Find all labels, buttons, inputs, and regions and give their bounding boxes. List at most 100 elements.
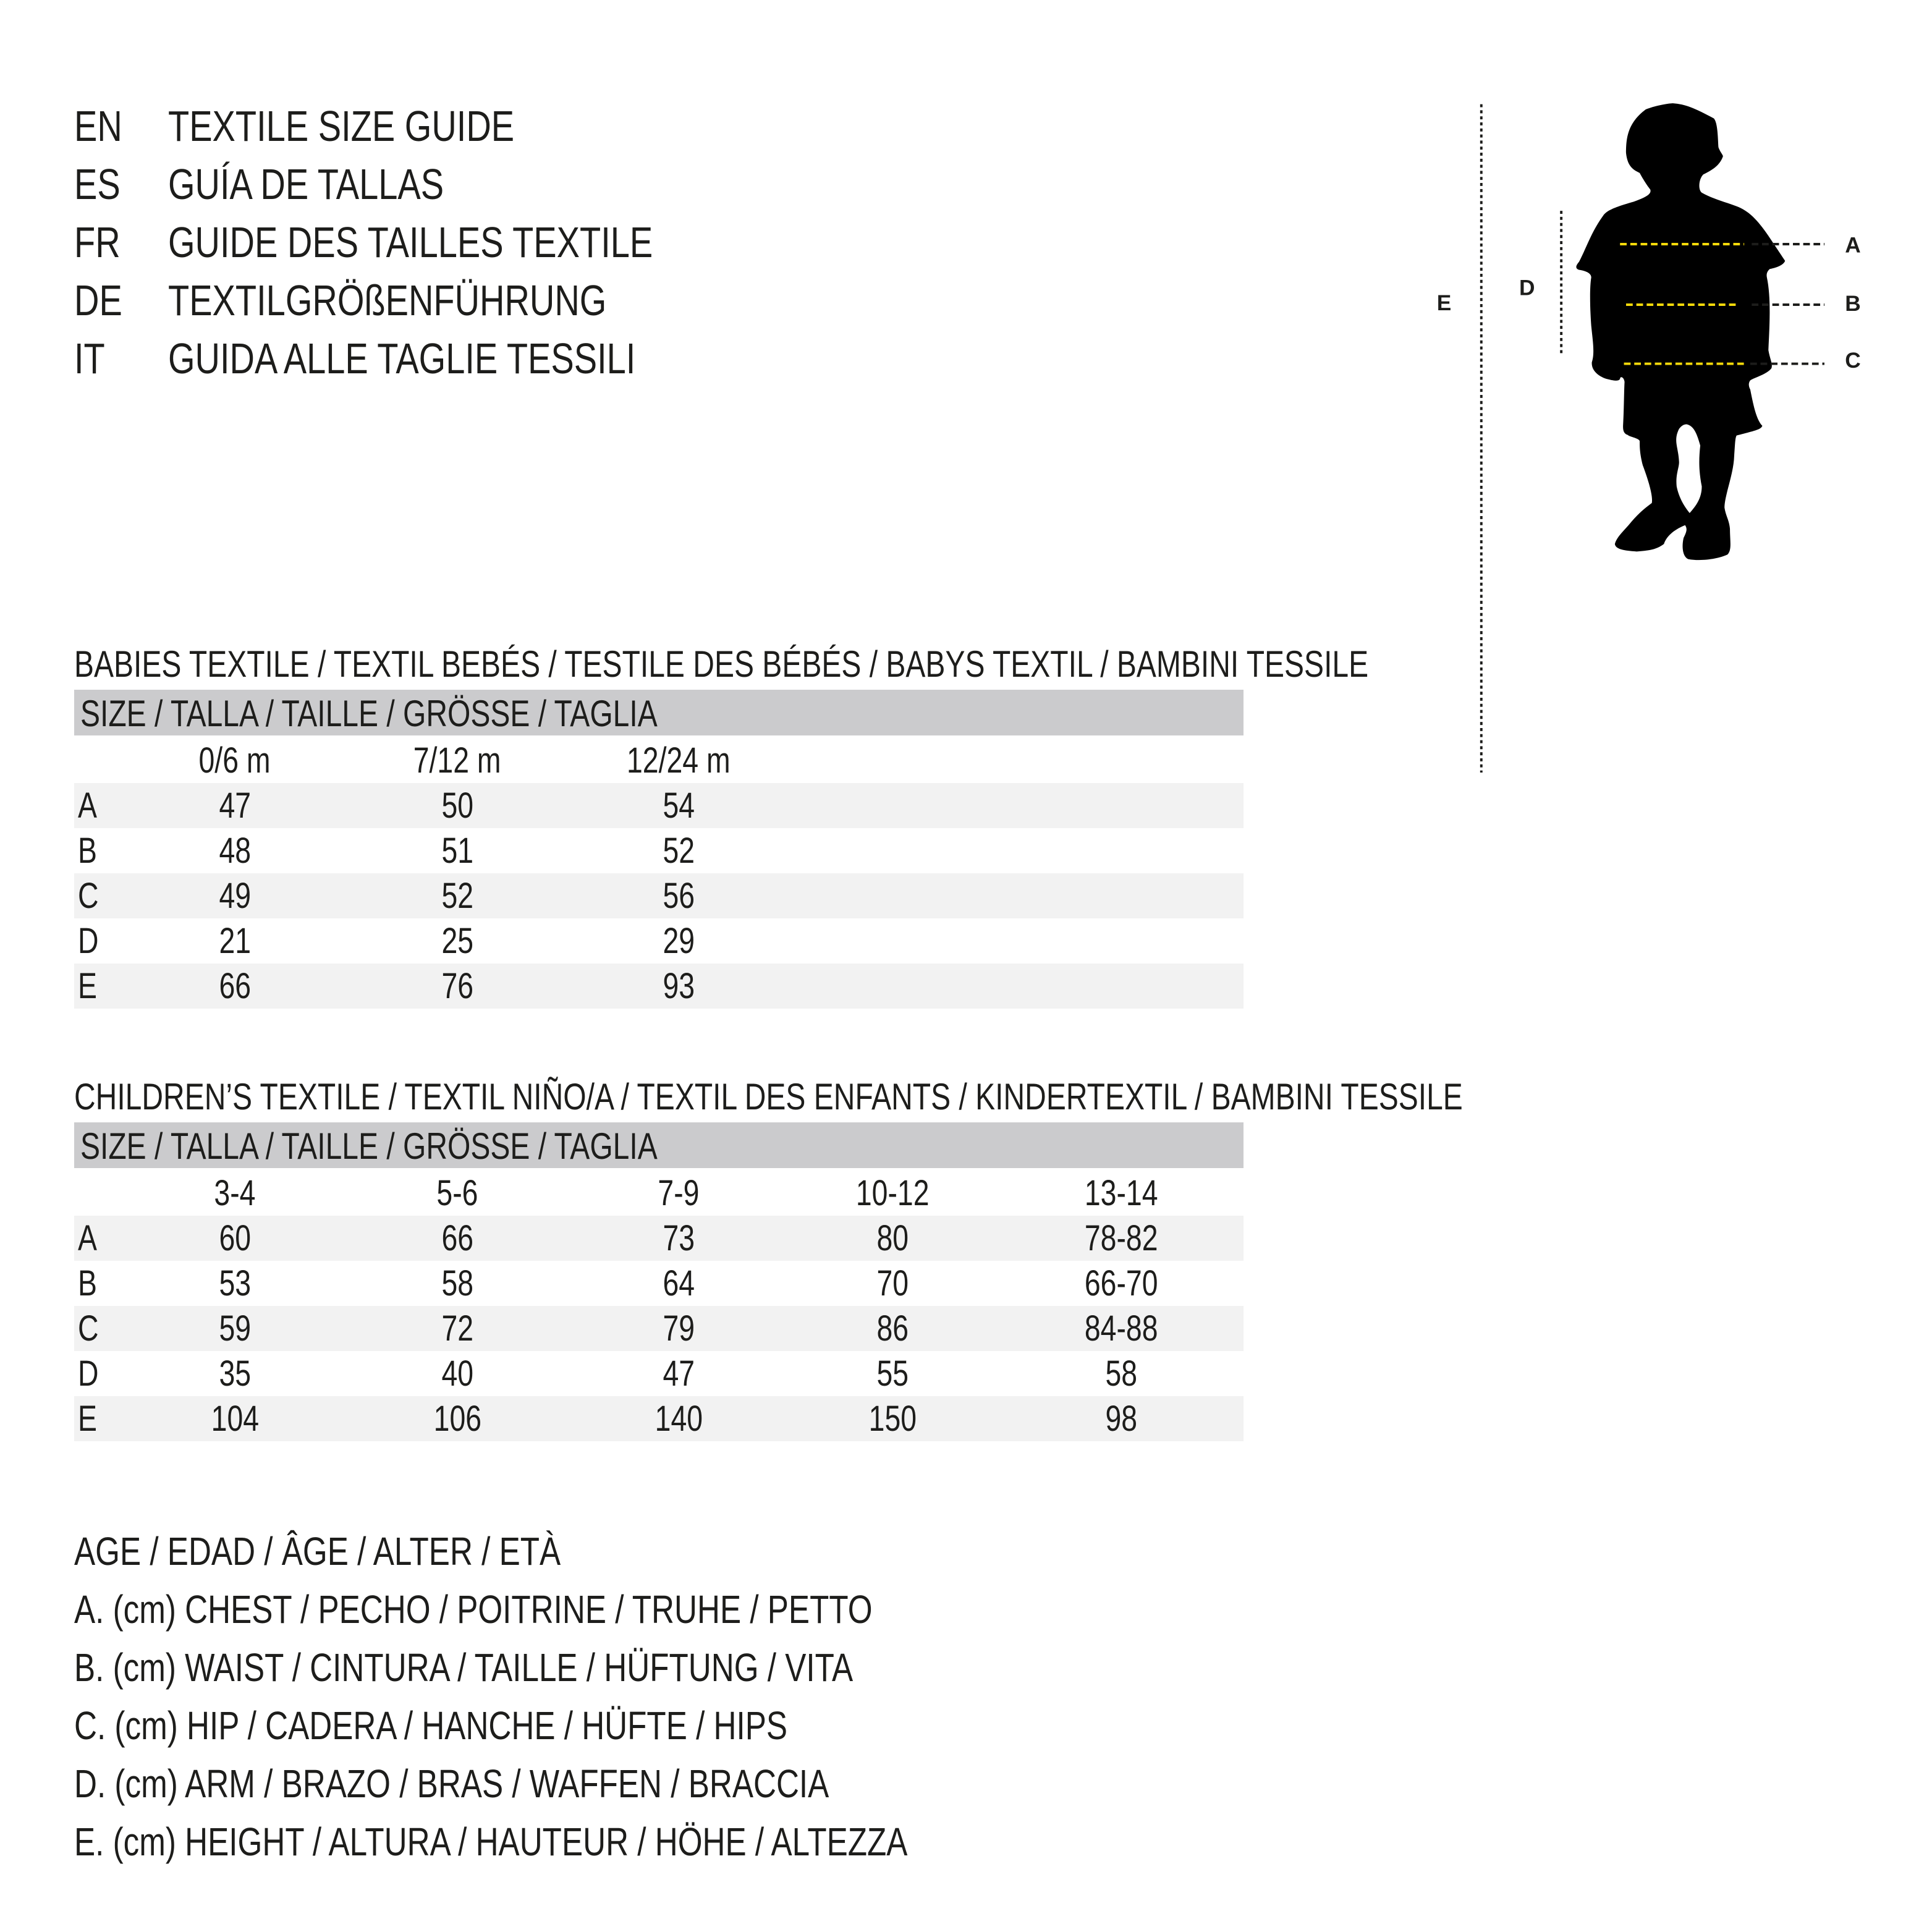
table-heading-text: CHILDREN’S TEXTILE / TEXTIL NIÑO/A / TEX… <box>74 1076 1463 1117</box>
table-cell-text: 79 <box>663 1308 695 1349</box>
column-header-text: 3-4 <box>214 1173 256 1213</box>
table-cell: 84-88 <box>1028 1306 1214 1351</box>
table-cell: 93 <box>586 964 771 1009</box>
table-cell: 86 <box>800 1306 985 1351</box>
table-cell: 79 <box>586 1306 771 1351</box>
table-cell: 80 <box>800 1216 985 1261</box>
row-label-text: C <box>78 876 99 916</box>
table-cell: 29 <box>586 918 771 964</box>
language-code-text: FR <box>74 218 121 266</box>
column-header: 7/12 m <box>365 738 550 783</box>
table-cell: 76 <box>365 964 550 1009</box>
table-cell: 59 <box>142 1306 328 1351</box>
table-row: A 60 66 73 80 78-82 <box>74 1216 1244 1261</box>
table-cell-text: 70 <box>876 1263 909 1303</box>
language-title: TEXTILGRÖßENFÜHRUNG <box>168 276 716 325</box>
table-cell: 50 <box>365 783 550 828</box>
table-cell: 73 <box>586 1216 771 1261</box>
size-header-band: SIZE / TALLA / TAILLE / GRÖSSE / TAGLIA <box>74 690 1244 735</box>
row-label: A <box>78 783 102 828</box>
language-title: GUÍA DE TALLAS <box>168 159 513 209</box>
language-title-text: GUIDE DES TAILLES TEXTILE <box>168 218 653 266</box>
child-silhouette-diagram: E D A B C <box>1437 103 1861 773</box>
table-cell: 49 <box>142 873 328 918</box>
language-title: TEXTILE SIZE GUIDE <box>168 101 601 151</box>
table-cell-text: 48 <box>219 831 251 871</box>
row-label-text: D <box>78 921 99 961</box>
row-label-text: C <box>78 1308 99 1349</box>
table-cell-text: 25 <box>441 921 473 961</box>
language-title-text: TEXTILGRÖßENFÜHRUNG <box>168 276 607 324</box>
table-cell: 66 <box>142 964 328 1009</box>
row-label-text: A <box>78 786 97 826</box>
row-label: D <box>78 1351 104 1396</box>
silhouette-icon <box>1576 103 1786 561</box>
language-title-text: TEXTILE SIZE GUIDE <box>168 102 515 150</box>
language-title-text: GUIDA ALLE TAGLIE TESSILI <box>168 334 636 383</box>
legend-line: B. (cm) WAIST / CINTURA / TAILLE / HÜFTU… <box>74 1643 1048 1692</box>
column-header: 5-6 <box>365 1171 550 1216</box>
table-cell-text: 50 <box>441 786 473 826</box>
table-cell: 35 <box>142 1351 328 1396</box>
column-header-text: 7/12 m <box>413 740 501 781</box>
table-cell-text: 35 <box>219 1354 251 1394</box>
table-row: D 35 40 47 55 58 <box>74 1351 1244 1396</box>
table-cell: 64 <box>586 1261 771 1306</box>
table-cell: 58 <box>1028 1351 1214 1396</box>
table-cell-text: 93 <box>663 966 695 1006</box>
table-cell: 70 <box>800 1261 985 1306</box>
table-cell-text: 56 <box>663 876 695 916</box>
legend-line: D. (cm) ARM / BRAZO / BRAS / WAFFEN / BR… <box>74 1759 1018 1808</box>
row-label-text: E <box>78 966 97 1006</box>
table-cell-text: 66 <box>441 1218 473 1258</box>
column-header: 7-9 <box>586 1171 771 1216</box>
table-cell: 52 <box>365 873 550 918</box>
row-label-text: B <box>78 831 97 871</box>
legend-line: AGE / EDAD / ÂGE / ALTER / ETÀ <box>74 1527 682 1576</box>
table-cell: 104 <box>142 1396 328 1441</box>
column-header-text: 7-9 <box>658 1173 700 1213</box>
column-header-text: 12/24 m <box>627 740 731 781</box>
table-heading: BABIES TEXTILE / TEXTIL BEBÉS / TESTILE … <box>74 643 1692 686</box>
table-cell-text: 60 <box>219 1218 251 1258</box>
table-cell: 140 <box>586 1396 771 1441</box>
size-header-label: SIZE / TALLA / TAILLE / GRÖSSE / TAGLIA <box>80 1125 658 1167</box>
table-cell: 47 <box>586 1351 771 1396</box>
table-heading-text: BABIES TEXTILE / TEXTIL BEBÉS / TESTILE … <box>74 643 1369 685</box>
legend-line: E. (cm) HEIGHT / ALTURA / HAUTEUR / HÖHE… <box>74 1817 1116 1866</box>
language-code-text: DE <box>74 276 122 324</box>
language-code: DE <box>74 276 134 325</box>
table-cell-text: 21 <box>219 921 251 961</box>
language-code-text: IT <box>74 334 105 383</box>
table-cell-text: 150 <box>868 1399 917 1439</box>
legend-line: C. (cm) HIP / CADERA / HANCHE / HÜFTE / … <box>74 1701 966 1750</box>
language-title-text: GUÍA DE TALLAS <box>168 160 444 208</box>
language-title: GUIDA ALLE TAGLIE TESSILI <box>168 334 752 383</box>
language-code-text: EN <box>74 102 122 150</box>
table-cell: 48 <box>142 828 328 873</box>
table-cell: 56 <box>586 873 771 918</box>
row-label: B <box>78 1261 102 1306</box>
table-row: C 49 52 56 <box>74 873 1244 918</box>
table-cell-text: 54 <box>663 786 695 826</box>
row-label-text: D <box>78 1354 99 1394</box>
legend-line-text: E. (cm) HEIGHT / ALTURA / HAUTEUR / HÖHE… <box>74 1820 908 1864</box>
label-d: D <box>1519 276 1535 300</box>
row-label: C <box>78 1306 104 1351</box>
size-header-band: SIZE / TALLA / TAILLE / GRÖSSE / TAGLIA <box>74 1122 1244 1168</box>
table-cell: 150 <box>800 1396 985 1441</box>
table-cell-text: 80 <box>876 1218 909 1258</box>
table-row: D 21 25 29 <box>74 918 1244 964</box>
column-header-text: 5-6 <box>436 1173 478 1213</box>
table-cell: 25 <box>365 918 550 964</box>
row-label: D <box>78 918 104 964</box>
language-code-text: ES <box>74 160 121 208</box>
table-cell: 78-82 <box>1028 1216 1214 1261</box>
label-a: A <box>1845 234 1860 258</box>
table-row: E 66 76 93 <box>74 964 1244 1009</box>
table-cell-text: 59 <box>219 1308 251 1349</box>
legend-line-text: D. (cm) ARM / BRAZO / BRAS / WAFFEN / BR… <box>74 1761 829 1806</box>
table-cell-text: 98 <box>1105 1399 1137 1439</box>
table-cell-text: 64 <box>663 1263 695 1303</box>
row-label-text: B <box>78 1263 97 1303</box>
